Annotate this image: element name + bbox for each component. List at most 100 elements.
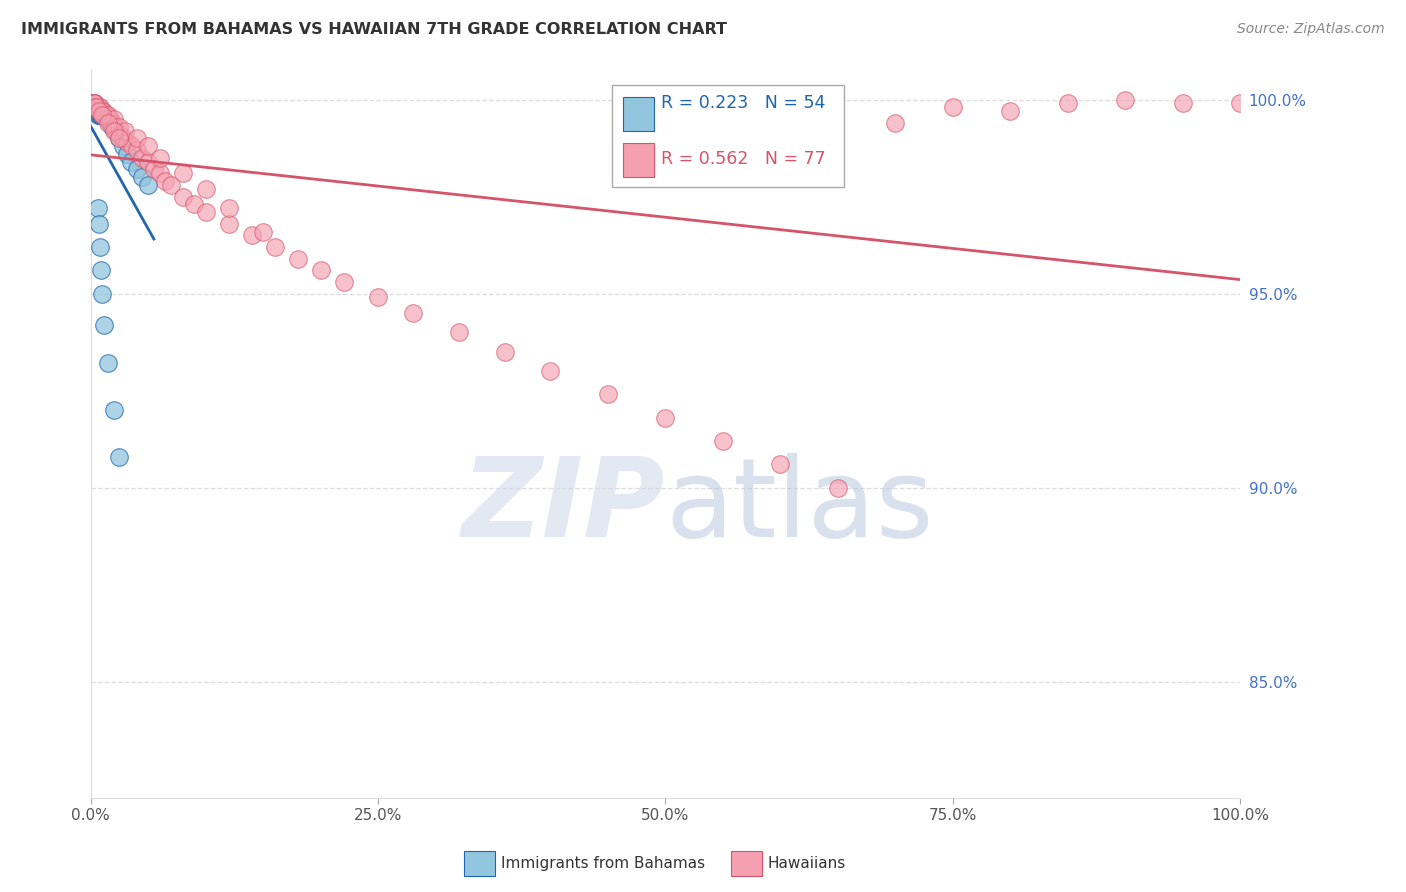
Point xyxy=(97,112,120,126)
Point xyxy=(86,104,108,119)
Point xyxy=(183,197,205,211)
Point xyxy=(90,104,112,119)
Point xyxy=(108,131,131,145)
Point xyxy=(84,104,107,119)
Point xyxy=(108,128,131,142)
Point xyxy=(596,387,619,401)
Point xyxy=(1114,93,1136,107)
Point xyxy=(111,131,134,145)
Text: R = 0.223   N = 54: R = 0.223 N = 54 xyxy=(661,95,825,112)
Point xyxy=(103,123,125,137)
Point xyxy=(86,104,108,119)
Point xyxy=(97,116,120,130)
Point xyxy=(93,318,115,332)
Point xyxy=(86,104,108,119)
Point xyxy=(86,104,108,119)
Point xyxy=(136,139,159,153)
Point xyxy=(83,100,105,114)
Point xyxy=(654,410,676,425)
Point xyxy=(84,96,107,111)
Point xyxy=(97,108,120,122)
Point xyxy=(87,104,110,119)
Point xyxy=(86,201,108,215)
Point xyxy=(769,458,792,472)
Text: Source: ZipAtlas.com: Source: ZipAtlas.com xyxy=(1237,22,1385,37)
Point xyxy=(121,139,143,153)
Point xyxy=(86,108,108,122)
Point xyxy=(87,104,110,119)
Point xyxy=(287,252,309,266)
Point xyxy=(100,116,122,130)
Point xyxy=(117,135,139,149)
Text: IMMIGRANTS FROM BAHAMAS VS HAWAIIAN 7TH GRADE CORRELATION CHART: IMMIGRANTS FROM BAHAMAS VS HAWAIIAN 7TH … xyxy=(21,22,727,37)
Point xyxy=(86,100,108,114)
Point xyxy=(104,123,127,137)
Point xyxy=(80,96,103,111)
Point xyxy=(120,154,142,169)
Point xyxy=(93,108,115,122)
Point xyxy=(263,240,285,254)
Text: Hawaiians: Hawaiians xyxy=(768,856,846,871)
Point xyxy=(90,104,112,119)
Point xyxy=(86,104,108,119)
Point xyxy=(332,275,354,289)
Point xyxy=(83,96,105,111)
Point xyxy=(84,104,107,119)
Point xyxy=(91,104,114,119)
Point xyxy=(125,162,148,177)
Point xyxy=(104,123,127,137)
Point xyxy=(194,182,217,196)
Point xyxy=(1056,96,1078,111)
Point xyxy=(96,108,118,122)
Point xyxy=(89,240,111,254)
Text: ZIP: ZIP xyxy=(463,453,665,560)
Point xyxy=(90,108,112,122)
Point xyxy=(1000,104,1022,119)
Point xyxy=(97,112,120,126)
Point xyxy=(91,104,114,119)
Point xyxy=(367,290,389,304)
Point xyxy=(87,217,110,231)
Point xyxy=(172,189,194,203)
Point xyxy=(125,131,148,145)
Point xyxy=(149,166,172,180)
Point xyxy=(83,96,105,111)
Point xyxy=(86,100,108,114)
Point xyxy=(96,112,118,126)
Point xyxy=(101,116,124,130)
Point xyxy=(91,108,114,122)
Point xyxy=(94,108,117,122)
Point xyxy=(86,100,108,114)
Point xyxy=(125,143,148,157)
Point xyxy=(82,96,104,111)
Point xyxy=(131,170,153,185)
Point xyxy=(218,201,240,215)
Point xyxy=(401,306,423,320)
Point xyxy=(82,100,104,114)
Point xyxy=(91,104,114,119)
Point xyxy=(827,481,849,495)
Point xyxy=(240,228,263,243)
Point xyxy=(93,108,115,122)
Point xyxy=(218,217,240,231)
Point xyxy=(108,450,131,464)
Point xyxy=(108,131,131,145)
Point xyxy=(94,108,117,122)
Point xyxy=(98,116,121,130)
Point xyxy=(86,104,108,119)
Point xyxy=(98,112,121,126)
Point xyxy=(89,104,111,119)
Point xyxy=(447,326,470,340)
Text: atlas: atlas xyxy=(665,453,934,560)
Point xyxy=(101,120,124,134)
Point xyxy=(98,112,121,126)
Point xyxy=(83,96,105,111)
Point xyxy=(114,123,136,137)
Point xyxy=(149,151,172,165)
Point xyxy=(103,112,125,126)
Text: R = 0.562   N = 77: R = 0.562 N = 77 xyxy=(661,150,825,168)
Point xyxy=(98,112,121,126)
Point xyxy=(103,120,125,134)
Point xyxy=(84,100,107,114)
Point xyxy=(103,120,125,134)
